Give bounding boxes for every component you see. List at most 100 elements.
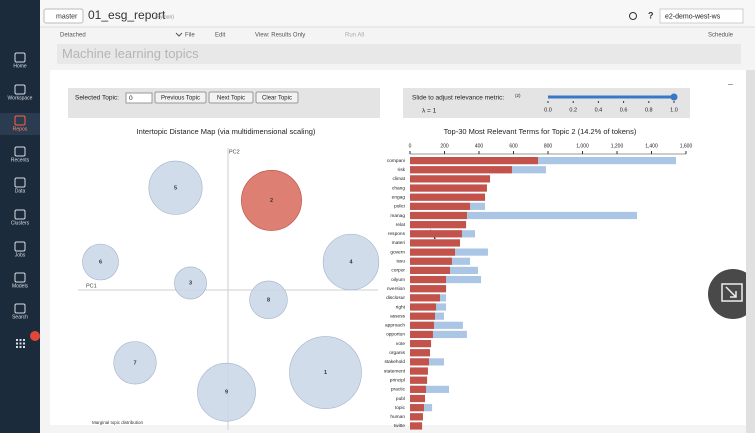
bar[interactable] <box>410 358 429 366</box>
menu[interactable]: File <box>185 33 195 39</box>
term-label[interactable]: opportun <box>386 332 405 338</box>
term-label[interactable]: climat <box>392 176 405 182</box>
term-label[interactable]: principl <box>390 377 405 383</box>
term-label[interactable]: corpor <box>391 268 405 274</box>
apps-icon[interactable] <box>23 346 25 348</box>
term-label[interactable]: respons <box>388 231 406 237</box>
bar[interactable] <box>410 266 451 274</box>
help[interactable]: ? <box>648 10 654 20</box>
bar[interactable] <box>410 221 467 229</box>
button-label[interactable]: Next Topic <box>217 96 245 102</box>
bar[interactable] <box>410 340 432 348</box>
apps-icon[interactable] <box>16 346 18 348</box>
bar[interactable] <box>410 303 437 311</box>
bar[interactable] <box>410 385 427 393</box>
term-label[interactable]: materi <box>392 240 405 246</box>
cell-title-box[interactable] <box>57 44 741 64</box>
term-label[interactable]: vote <box>396 341 405 347</box>
apps-icon[interactable] <box>19 346 22 348</box>
bar[interactable] <box>410 330 433 339</box>
sidebar-label[interactable]: Home <box>13 63 27 69</box>
bar[interactable] <box>410 413 423 421</box>
bar[interactable] <box>410 349 431 357</box>
bar[interactable] <box>410 285 447 293</box>
topic-bubble[interactable] <box>289 336 362 409</box>
bar[interactable] <box>410 385 449 393</box>
term-label[interactable]: chang <box>392 185 405 191</box>
menu[interactable]: View: Results Only <box>255 33 305 39</box>
term-label[interactable]: human <box>390 414 405 420</box>
term-label[interactable]: organis <box>389 350 405 356</box>
scrollbar[interactable] <box>746 70 755 433</box>
workspace-button[interactable] <box>659 8 744 24</box>
bar[interactable] <box>410 175 491 183</box>
term-label[interactable]: compani <box>387 158 405 164</box>
bar[interactable] <box>410 157 676 165</box>
collapse[interactable]: – <box>728 78 733 88</box>
bar[interactable] <box>410 294 441 302</box>
sidebar-label[interactable]: Models <box>12 283 29 289</box>
overlay-icon[interactable] <box>721 283 743 302</box>
sidebar-icon[interactable] <box>14 241 26 252</box>
bar[interactable] <box>410 230 462 238</box>
sidebar-icon[interactable] <box>14 272 26 283</box>
button[interactable] <box>255 91 299 104</box>
sidebar-icon[interactable] <box>14 115 26 126</box>
term-label[interactable]: assess <box>390 314 406 319</box>
term-label[interactable]: approach <box>385 323 405 329</box>
apps-icon[interactable] <box>16 339 18 341</box>
button-label[interactable]: Clear Topic <box>262 96 292 102</box>
slider-knob[interactable] <box>670 93 678 101</box>
sidebar-icon[interactable] <box>14 209 26 220</box>
bar[interactable] <box>410 394 426 403</box>
bar[interactable] <box>410 166 512 174</box>
topic-bubble[interactable] <box>148 160 203 215</box>
apps-icon[interactable] <box>16 342 18 345</box>
topic-bubble[interactable] <box>241 169 302 231</box>
dropdown-icon[interactable] <box>175 32 183 37</box>
term-label[interactable]: twitte <box>394 423 406 429</box>
topic-bubble[interactable] <box>249 280 288 319</box>
bar[interactable] <box>410 257 452 265</box>
sidebar-icon[interactable] <box>14 84 26 95</box>
sidebar-label[interactable]: Recents <box>11 157 30 163</box>
bar[interactable] <box>410 202 471 210</box>
branch[interactable]: master <box>56 13 78 20</box>
bar[interactable] <box>410 248 456 256</box>
topic-bubble[interactable] <box>113 341 157 385</box>
term-label[interactable]: stakehold <box>384 359 405 365</box>
term-label[interactable]: manag <box>390 214 405 219</box>
term-label[interactable]: polici <box>394 204 405 210</box>
branch-button[interactable] <box>43 8 84 24</box>
bar[interactable] <box>410 275 447 284</box>
term-label[interactable]: engag <box>392 195 406 200</box>
badge[interactable] <box>30 331 40 341</box>
topic-input[interactable] <box>125 92 153 104</box>
bar[interactable] <box>410 157 538 165</box>
apps-icon[interactable] <box>23 339 25 341</box>
term-label[interactable]: issu <box>396 259 405 265</box>
sidebar-label[interactable]: Repos <box>13 126 28 132</box>
run-all[interactable]: Run All <box>345 33 364 39</box>
cluster[interactable]: Detached <box>60 33 86 39</box>
term-label[interactable]: oilyum <box>391 277 405 283</box>
term-label[interactable]: relat <box>396 222 406 228</box>
term-label[interactable]: risk <box>398 167 406 173</box>
clock-icon[interactable] <box>629 12 637 20</box>
bar[interactable] <box>410 330 467 339</box>
sidebar-icon[interactable] <box>14 303 26 314</box>
term-label[interactable]: disclosur <box>386 295 405 301</box>
workspace[interactable]: e2-demo-west-ws <box>665 13 721 20</box>
bar[interactable] <box>410 367 428 375</box>
bar[interactable] <box>410 211 638 220</box>
cell-title[interactable]: Machine learning topics <box>62 46 199 61</box>
apps-icon[interactable] <box>19 339 22 341</box>
active-item[interactable] <box>0 113 40 135</box>
term-label[interactable]: practic <box>391 387 406 393</box>
topic-bubble[interactable] <box>174 266 207 300</box>
term-label[interactable]: statement <box>384 368 406 374</box>
bar[interactable] <box>410 321 434 329</box>
topic-input-value[interactable]: 0 <box>129 95 133 102</box>
sidebar-label[interactable]: Data <box>15 188 26 194</box>
sidebar-label[interactable]: Clusters <box>11 220 30 226</box>
